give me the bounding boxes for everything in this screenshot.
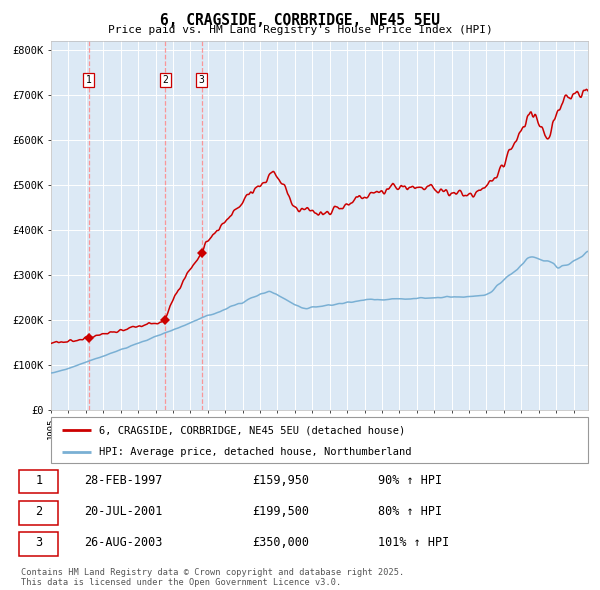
Text: 1: 1 <box>35 474 43 487</box>
Text: 101% ↑ HPI: 101% ↑ HPI <box>378 536 449 549</box>
Text: 80% ↑ HPI: 80% ↑ HPI <box>378 505 442 518</box>
Text: £159,950: £159,950 <box>252 474 309 487</box>
Text: 2: 2 <box>162 75 168 85</box>
Text: 2: 2 <box>35 505 43 518</box>
Text: 28-FEB-1997: 28-FEB-1997 <box>84 474 163 487</box>
Text: Contains HM Land Registry data © Crown copyright and database right 2025.
This d: Contains HM Land Registry data © Crown c… <box>21 568 404 587</box>
Text: 6, CRAGSIDE, CORBRIDGE, NE45 5EU (detached house): 6, CRAGSIDE, CORBRIDGE, NE45 5EU (detach… <box>100 425 406 435</box>
Text: 3: 3 <box>35 536 43 549</box>
Bar <box>19 532 58 556</box>
Text: 6, CRAGSIDE, CORBRIDGE, NE45 5EU: 6, CRAGSIDE, CORBRIDGE, NE45 5EU <box>160 13 440 28</box>
Text: 1: 1 <box>86 75 92 85</box>
Text: 3: 3 <box>199 75 205 85</box>
Text: £199,500: £199,500 <box>252 505 309 518</box>
Text: 90% ↑ HPI: 90% ↑ HPI <box>378 474 442 487</box>
Text: 26-AUG-2003: 26-AUG-2003 <box>84 536 163 549</box>
Bar <box>19 470 58 493</box>
Bar <box>19 501 58 525</box>
Text: £350,000: £350,000 <box>252 536 309 549</box>
Text: HPI: Average price, detached house, Northumberland: HPI: Average price, detached house, Nort… <box>100 447 412 457</box>
Text: Price paid vs. HM Land Registry's House Price Index (HPI): Price paid vs. HM Land Registry's House … <box>107 25 493 35</box>
Text: 20-JUL-2001: 20-JUL-2001 <box>84 505 163 518</box>
